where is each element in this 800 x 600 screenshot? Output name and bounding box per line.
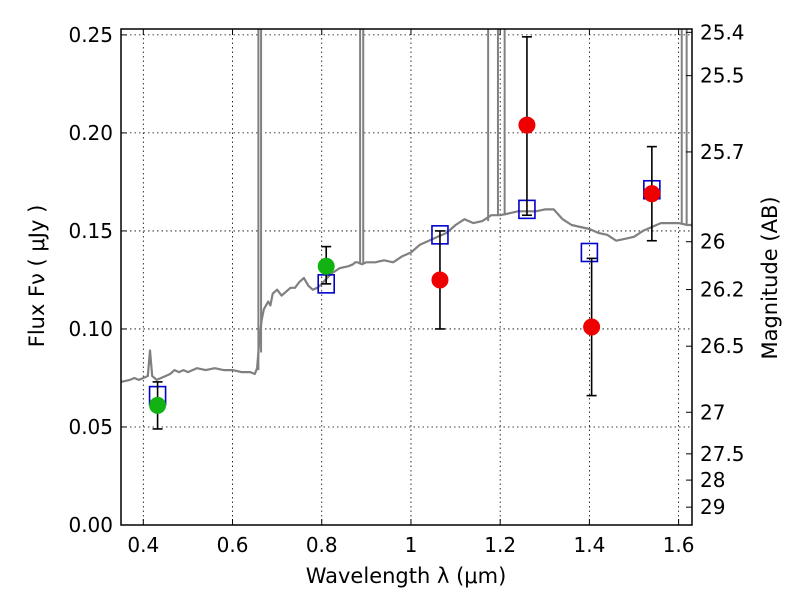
data-point: [431, 271, 449, 289]
data-point: [518, 116, 536, 134]
data-point: [317, 257, 335, 275]
x-tick-label: 1: [405, 533, 418, 557]
x-tick-label: 0.6: [217, 533, 249, 557]
mag-tick-label: 27.5: [700, 442, 745, 466]
y-tick-label: 0.05: [68, 415, 113, 439]
y-tick-label: 0.25: [68, 23, 113, 47]
mag-tick-label: 25.4: [700, 20, 745, 44]
mag-tick-label: 26.2: [700, 278, 745, 302]
x-tick-label: 1.4: [573, 533, 605, 557]
data-point: [149, 396, 167, 414]
data-point: [643, 185, 661, 203]
y-axis-label: Flux Fν ( μJy ): [25, 205, 49, 348]
y-tick-label: 0.10: [68, 317, 113, 341]
plot-frame: [120, 28, 693, 526]
axis-ticks: 0.4 0.6 0.8 1 1.2 1.4 1.6 0.00 0.05 0.10 0.15 0.20 0…: [68, 20, 744, 557]
grid-lines: [121, 29, 692, 526]
mag-tick-label: 25.7: [700, 140, 745, 164]
mag-tick-label: 27: [700, 400, 725, 424]
x-tick-label: 1.2: [484, 533, 516, 557]
plot-area: [121, 29, 692, 430]
x-tick-label: 1.6: [663, 533, 695, 557]
y-tick-label: 0.15: [68, 219, 113, 243]
model-point: [580, 242, 599, 263]
data-point: [583, 318, 601, 336]
mag-tick-label: 29: [700, 495, 725, 519]
mag-tick-label: 26.5: [700, 334, 745, 358]
y-tick-label: 0.20: [68, 121, 113, 145]
y-tick-label: 0.00: [68, 513, 113, 537]
y2-axis-label: Magnitude (AB): [758, 196, 782, 359]
x-tick-label: 0.8: [306, 533, 338, 557]
spectrum-line: [121, 208, 692, 383]
mag-tick-label: 28: [700, 468, 725, 492]
x-tick-label: 0.4: [127, 533, 159, 557]
x-axis-label: Wavelength λ (μm): [306, 564, 507, 588]
mag-tick-label: 25.5: [700, 64, 745, 88]
mag-tick-label: 26: [700, 230, 725, 254]
